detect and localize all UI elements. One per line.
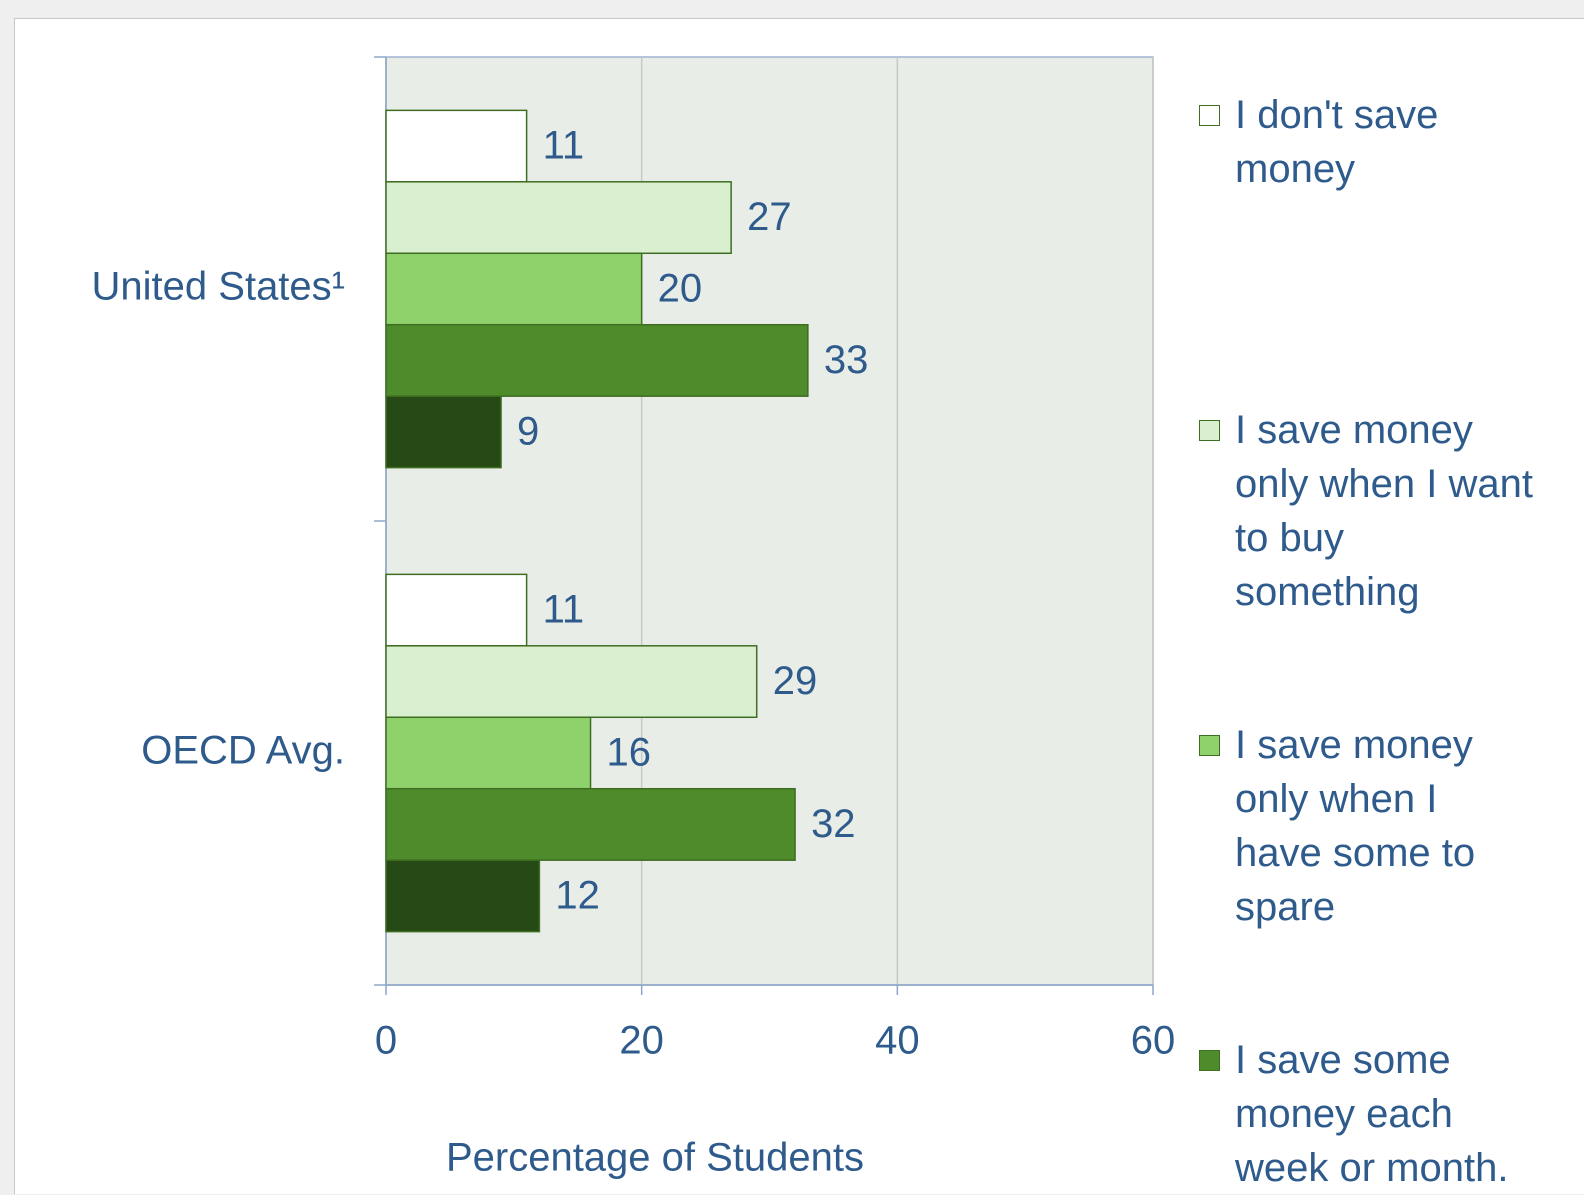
legend-swatch [1199, 1050, 1220, 1071]
bar [385, 181, 732, 255]
bar [385, 109, 528, 183]
legend-item: I save money only when I have some to sp… [1199, 718, 1539, 934]
bar [385, 323, 809, 397]
bar [385, 859, 541, 933]
legend-swatch [1199, 420, 1220, 441]
legend-label: I save some money each week or month. [1235, 1038, 1509, 1190]
data-label: 11 [543, 124, 585, 168]
legend-swatch [1199, 735, 1220, 756]
data-label: 29 [773, 659, 818, 703]
x-tick-label: 40 [875, 1019, 920, 1063]
x-axis-title: Percentage of Students [446, 1136, 864, 1180]
legend-item: I don't save money [1199, 88, 1539, 196]
bar [385, 395, 502, 469]
data-label: 16 [607, 731, 652, 775]
bar [385, 787, 796, 861]
legend-label: I don't save money [1235, 93, 1439, 191]
bar [385, 716, 592, 790]
legend-swatch [1199, 105, 1220, 126]
x-tick-label: 20 [619, 1019, 664, 1063]
bar [385, 645, 758, 719]
data-label: 20 [658, 267, 703, 311]
y-tick-label: United States¹ [92, 265, 345, 309]
legend-label: I save money only when I have some to sp… [1235, 723, 1476, 929]
data-label: 12 [555, 873, 600, 917]
data-label: 32 [811, 802, 856, 846]
legend-item: I save money only when I want to buy som… [1199, 403, 1539, 619]
x-tick-label: 0 [375, 1019, 397, 1063]
y-tick-label: OECD Avg. [141, 729, 345, 773]
data-label: 33 [824, 338, 869, 382]
bar [385, 573, 528, 647]
legend-label: I save money only when I want to buy som… [1235, 408, 1533, 614]
legend-item: I save some money each week or month. [1199, 1033, 1539, 1195]
data-label: 27 [747, 195, 792, 239]
data-label: 11 [543, 588, 585, 632]
data-label: 9 [517, 409, 539, 453]
bar [385, 252, 643, 326]
x-tick-label: 60 [1131, 1019, 1176, 1063]
